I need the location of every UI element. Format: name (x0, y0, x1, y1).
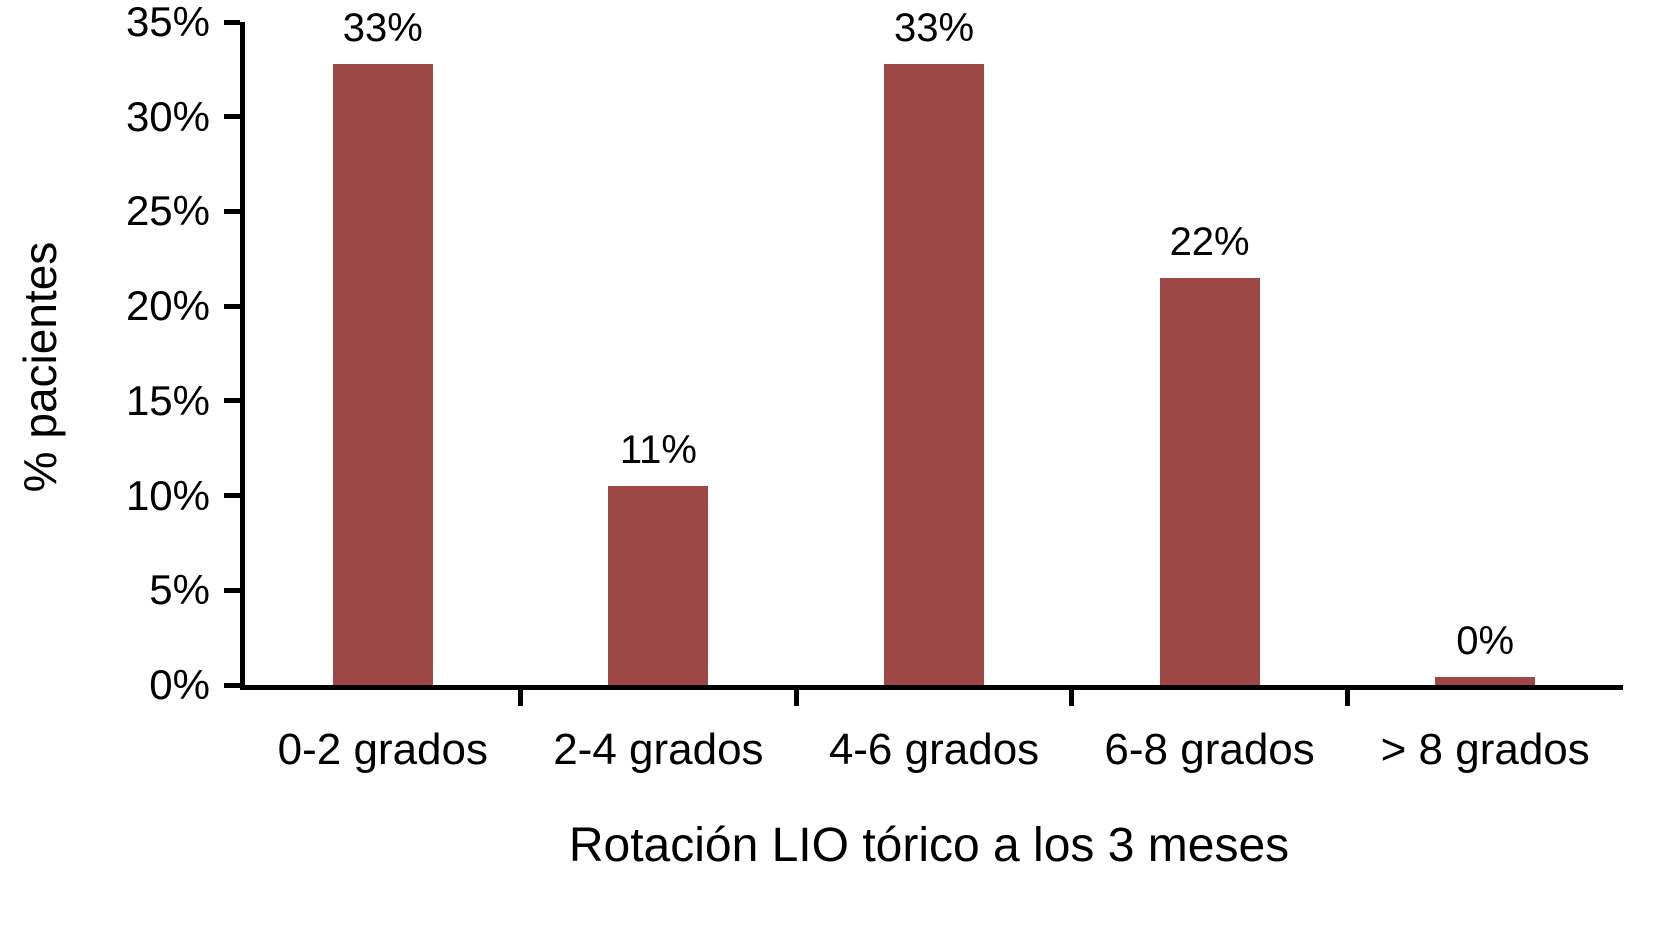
y-tick-label: 0% (149, 661, 210, 708)
bar-value-label: 33% (893, 5, 975, 50)
y-tick (224, 19, 240, 25)
y-axis-title: % pacientes (14, 241, 66, 493)
bar-value-label: 11% (619, 428, 697, 473)
y-tick-label: 25% (125, 187, 210, 235)
y-tick-label: 30% (125, 92, 210, 140)
y-tick (224, 587, 240, 593)
y-tick (224, 114, 240, 120)
bar-value-label: 0% (1456, 619, 1515, 664)
plot-area: 0% 5% 10% 15% 20% 25% 30% 35% 33% 0-2 grados 11% 2-… (126, 0, 1623, 774)
x-category-label: 0-2 grados (277, 725, 488, 774)
y-tick (224, 493, 240, 499)
x-tick (793, 690, 799, 706)
bar (608, 486, 709, 685)
y-tick-label: 10% (125, 471, 210, 519)
bar-value-label: 33% (342, 5, 423, 50)
y-tick (224, 398, 240, 404)
x-category-label: 2-4 grados (553, 725, 764, 774)
bar (1159, 277, 1260, 685)
y-tick-label: 20% (125, 282, 210, 330)
bar (884, 63, 984, 685)
x-category-label: 4-6 grados (828, 725, 1040, 774)
y-tick-label: 5% (149, 566, 210, 614)
x-tick (518, 690, 524, 706)
x-axis-title: Rotación LIO tórico a los 3 meses (568, 819, 1290, 872)
x-category-label: 6-8 grados (1104, 725, 1315, 774)
bar (1435, 677, 1536, 685)
y-tick (224, 682, 240, 688)
y-tick (224, 208, 240, 214)
x-category-label: > 8 grados (1380, 725, 1590, 774)
y-tick-label: 35% (125, 0, 210, 45)
y-tick-label: 15% (125, 376, 210, 424)
x-tick (1344, 690, 1350, 706)
bar-value-label: 22% (1169, 219, 1250, 264)
x-tick (1069, 690, 1075, 706)
bar (332, 63, 433, 685)
y-tick (224, 303, 240, 309)
